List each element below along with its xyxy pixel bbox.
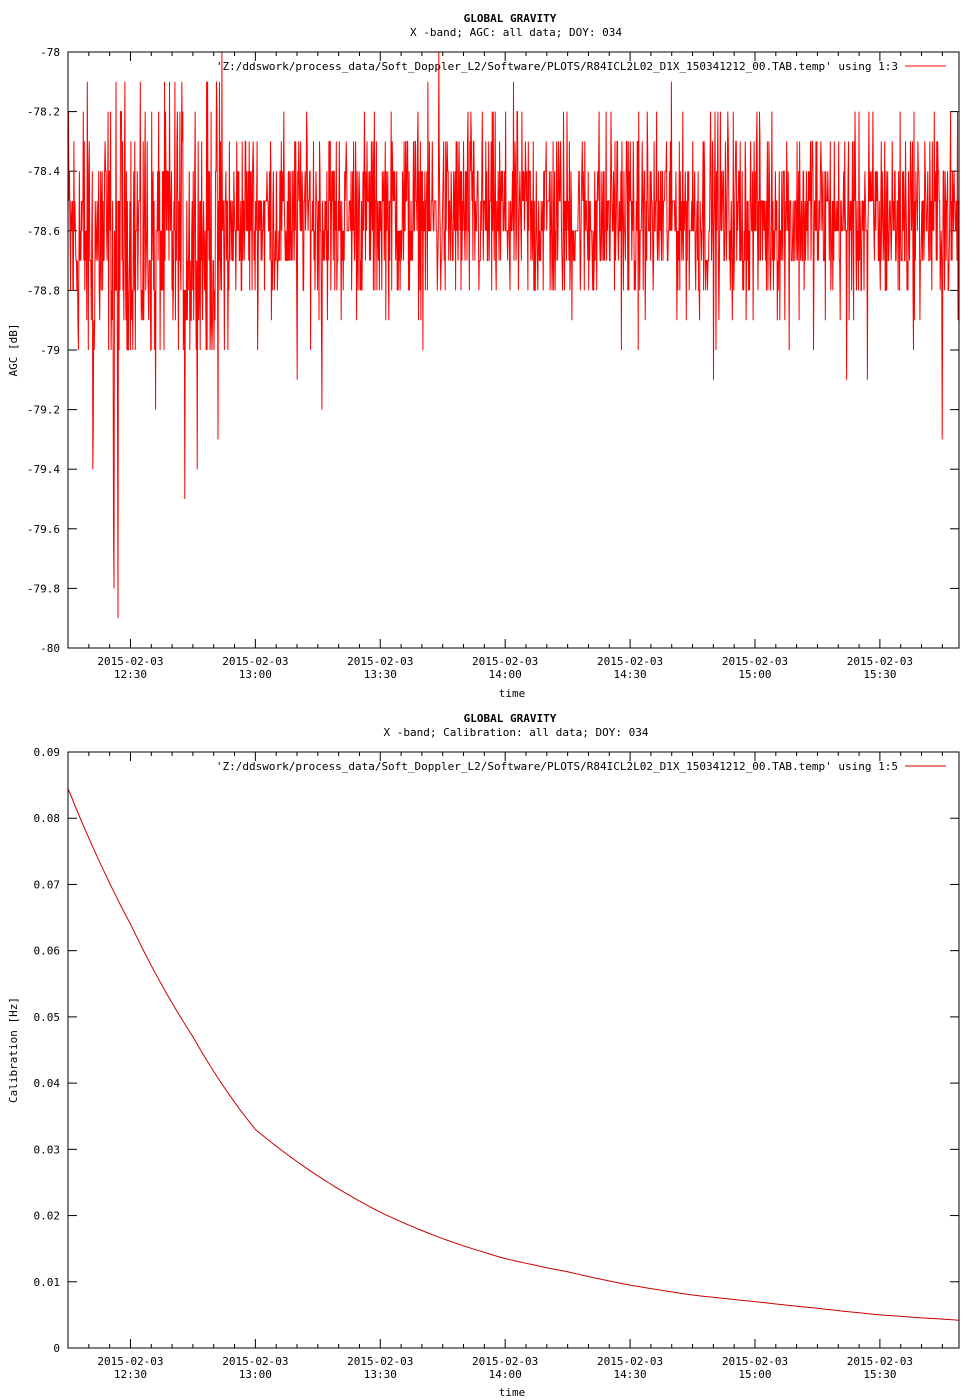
calibration-x-tick-time: 13:30 — [364, 1368, 397, 1381]
agc-x-tick-time: 14:00 — [489, 668, 522, 681]
agc-chart-title: GLOBAL GRAVITY — [464, 12, 557, 25]
calibration-x-tick-time: 14:00 — [489, 1368, 522, 1381]
calibration-x-tick-date: 2015-02-03 — [347, 1355, 413, 1368]
agc-x-tick-time: 15:30 — [863, 668, 896, 681]
agc-y-tick-label: -79.2 — [27, 404, 60, 417]
calibration-y-tick-label: 0.04 — [34, 1077, 61, 1090]
calibration-plot-area — [67, 788, 960, 1321]
agc-axis-ticks: -78 -78.2 -78.4 -78.6 -78.8 -79 -79.2 -79.4 -79.… — [27, 46, 959, 681]
calibration-y-tick-label: 0.02 — [34, 1210, 61, 1223]
agc-y-tick-label: -78.8 — [27, 284, 60, 297]
calibration-x-tick-date: 2015-02-03 — [97, 1355, 163, 1368]
calibration-plot-border — [67, 751, 960, 1349]
calibration-y-tick-label: 0.03 — [34, 1143, 61, 1156]
agc-y-tick-label: -78.6 — [27, 225, 60, 238]
agc-x-tick-date: 2015-02-03 — [472, 655, 538, 668]
calibration-y-tick-label: 0.09 — [34, 746, 61, 759]
agc-y-axis-label: AGC [dB] — [7, 324, 20, 377]
agc-x-tick-date: 2015-02-03 — [97, 655, 163, 668]
agc-plot-border — [67, 51, 960, 649]
calibration-x-tick-date: 2015-02-03 — [222, 1355, 288, 1368]
agc-x-tick-date: 2015-02-03 — [347, 655, 413, 668]
agc-x-tick-time: 15:00 — [738, 668, 771, 681]
calibration-y-axis-label: Calibration [Hz] — [7, 997, 20, 1103]
calibration-chart-legend: 'Z:/ddswork/process_data/Soft_Doppler_L2… — [216, 760, 946, 773]
calibration-x-tick-time: 14:30 — [614, 1368, 647, 1381]
agc-y-tick-label: -78.4 — [27, 165, 60, 178]
calibration-y-tick-label: 0.08 — [34, 812, 61, 825]
calibration-y-tick-label: 0.01 — [34, 1276, 61, 1289]
agc-x-tick-date: 2015-02-03 — [222, 655, 288, 668]
agc-x-tick-time: 12:30 — [114, 668, 147, 681]
agc-chart: GLOBAL GRAVITY X -band; AGC: all data; D… — [7, 12, 960, 700]
agc-series-line — [67, 51, 959, 619]
calibration-x-axis-label: time — [499, 1386, 526, 1399]
agc-plot-area — [67, 51, 959, 619]
calibration-x-tick-time: 15:30 — [863, 1368, 896, 1381]
agc-y-tick-label: -79.4 — [27, 463, 60, 476]
agc-x-axis-label: time — [499, 687, 526, 700]
agc-x-tick-time: 14:30 — [614, 668, 647, 681]
agc-y-tick-label: -79 — [40, 344, 60, 357]
calibration-x-tick-time: 12:30 — [114, 1368, 147, 1381]
agc-y-tick-label: -79.8 — [27, 582, 60, 595]
agc-chart-legend: 'Z:/ddswork/process_data/Soft_Doppler_L2… — [216, 60, 946, 73]
calibration-chart-subtitle: X -band; Calibration: all data; DOY: 034 — [384, 726, 649, 739]
calibration-axis-ticks: 0.09 0.08 0.07 0.06 0.05 0.04 0.03 0.02 0.01 0 201… — [34, 746, 959, 1381]
calibration-chart: GLOBAL GRAVITY X -band; Calibration: all… — [7, 712, 960, 1399]
calibration-series-line — [67, 788, 960, 1321]
agc-y-tick-label: -78 — [40, 46, 60, 59]
calibration-x-tick-date: 2015-02-03 — [847, 1355, 913, 1368]
calibration-y-tick-label: 0.07 — [34, 878, 61, 891]
agc-y-tick-label: -80 — [40, 642, 60, 655]
agc-x-tick-time: 13:00 — [239, 668, 272, 681]
calibration-x-tick-date: 2015-02-03 — [722, 1355, 788, 1368]
agc-x-tick-date: 2015-02-03 — [847, 655, 913, 668]
calibration-y-tick-label: 0 — [53, 1342, 60, 1355]
agc-x-tick-date: 2015-02-03 — [597, 655, 663, 668]
agc-y-tick-label: -78.2 — [27, 106, 60, 119]
calibration-x-tick-time: 15:00 — [738, 1368, 771, 1381]
calibration-legend-label: 'Z:/ddswork/process_data/Soft_Doppler_L2… — [216, 760, 898, 773]
calibration-chart-title: GLOBAL GRAVITY — [464, 712, 557, 725]
agc-x-tick-time: 13:30 — [364, 668, 397, 681]
calibration-y-tick-label: 0.05 — [34, 1011, 61, 1024]
agc-legend-label: 'Z:/ddswork/process_data/Soft_Doppler_L2… — [216, 60, 898, 73]
agc-y-tick-label: -79.6 — [27, 523, 60, 536]
calibration-y-tick-label: 0.06 — [34, 945, 61, 958]
agc-x-tick-date: 2015-02-03 — [722, 655, 788, 668]
calibration-x-tick-date: 2015-02-03 — [472, 1355, 538, 1368]
calibration-x-tick-time: 13:00 — [239, 1368, 272, 1381]
agc-chart-subtitle: X -band; AGC: all data; DOY: 034 — [410, 26, 622, 39]
calibration-x-tick-date: 2015-02-03 — [597, 1355, 663, 1368]
